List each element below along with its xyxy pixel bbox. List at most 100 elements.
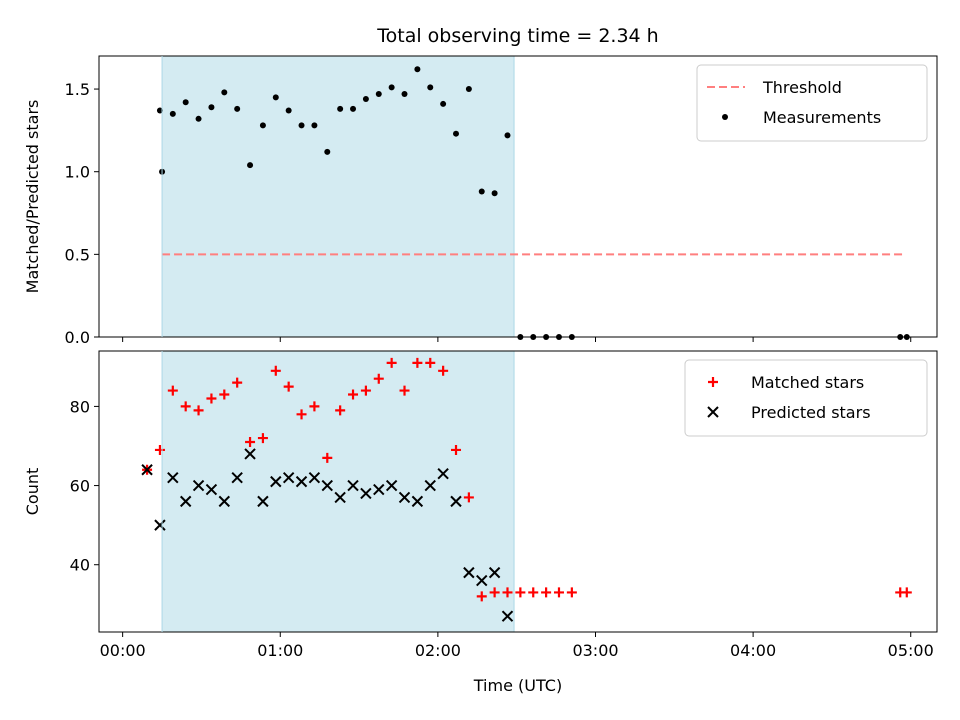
matched-star-point [154, 444, 165, 455]
predicted-star-point [501, 610, 514, 622]
bottom-axes-frame [98, 350, 938, 633]
matched-star-point [438, 365, 449, 376]
measurement-point [234, 105, 241, 112]
predicted-star-point [347, 479, 359, 492]
top-shaded-interval [162, 56, 515, 337]
y-tick-label: 60 [70, 477, 90, 496]
predicted-star-point [179, 495, 192, 508]
matched-star-point [901, 587, 912, 598]
predicted-star-point [437, 467, 449, 480]
measurement-point [247, 162, 254, 169]
predicted-star-point [308, 471, 321, 484]
matched-star-point [463, 492, 474, 503]
matched-star-point [296, 409, 307, 420]
matched-star-point [476, 591, 487, 602]
predicted-star-point [154, 519, 166, 531]
predicted-star-point [295, 475, 308, 488]
predicted-star-point [476, 574, 488, 587]
matched-star-point [180, 401, 191, 412]
measurement-point [337, 105, 344, 112]
measurement-point [156, 107, 163, 114]
top-legend: Threshold Measurements [696, 64, 928, 142]
measurement-point [311, 122, 318, 129]
top-panel: 0.0 0.5 1.0 1.5 Matched/Predicted stars Thr… [23, 55, 938, 347]
measurement-point [388, 84, 395, 91]
measurement-point [362, 95, 369, 102]
measurement-point [375, 91, 382, 98]
predicted-star-point [488, 566, 501, 579]
bottom-series-layer [141, 351, 912, 632]
matched-star-point [412, 357, 423, 368]
bottom-y-ticks: 40 60 80 [70, 397, 99, 575]
matched-star-point [399, 385, 410, 396]
matched-star-point [373, 373, 384, 384]
predicted-star-point [463, 566, 475, 579]
predicted-star-point [192, 479, 205, 492]
predicted-star-point [231, 471, 243, 484]
legend-label: Measurements [763, 108, 881, 127]
measurement-point [504, 132, 511, 139]
measurement-point [182, 99, 189, 106]
bottom-x-ticks: 00:00 01:00 02:00 03:00 04:00 05:00 [100, 632, 934, 660]
measurement-point [195, 115, 202, 122]
legend-label: Matched stars [751, 373, 864, 392]
measurement-point [401, 91, 408, 98]
predicted-star-point [270, 475, 282, 488]
legend-label: Threshold [762, 78, 842, 97]
measurement-point [221, 89, 228, 96]
matched-star-point [232, 377, 243, 388]
legend-label: Predicted stars [751, 403, 871, 422]
legend-predicted-swatch [707, 406, 719, 418]
predicted-star-point [167, 471, 179, 484]
y-tick-label: 0.0 [65, 328, 90, 347]
measurement-point [298, 122, 305, 129]
x-tick-label: 00:00 [100, 641, 146, 660]
measurement-point [169, 110, 176, 117]
legend-measurement-swatch [722, 114, 728, 120]
predicted-star-point [398, 491, 411, 504]
y-tick-label: 1.0 [65, 163, 90, 182]
matched-star-point [541, 587, 552, 598]
matched-star-point [386, 357, 397, 368]
top-x-ticks [122, 337, 912, 342]
matched-star-point [335, 405, 346, 416]
predicted-star-point [205, 483, 218, 496]
measurement-point [491, 190, 498, 197]
x-tick-label: 04:00 [730, 641, 776, 660]
matched-star-point [219, 389, 230, 400]
bottom-y-axis-label: Count [23, 468, 42, 516]
y-tick-label: 0.5 [65, 245, 90, 264]
predicted-star-point [334, 491, 346, 504]
measurement-point [285, 107, 292, 114]
x-tick-label: 05:00 [888, 641, 934, 660]
predicted-star-point [218, 495, 231, 508]
bottom-legend: Matched stars Predicted stars [684, 359, 928, 437]
matched-star-point [502, 587, 513, 598]
matched-star-point [566, 587, 577, 598]
matched-star-point [245, 437, 256, 448]
matched-star-point [167, 385, 178, 396]
measurement-point [259, 122, 266, 129]
bottom-legend-box [684, 359, 928, 437]
predicted-star-point [282, 471, 295, 484]
matched-star-point [348, 389, 359, 400]
predicted-star-point [257, 495, 269, 508]
predicted-star-point [321, 479, 333, 492]
matched-star-point [489, 587, 500, 598]
matched-star-point [360, 385, 371, 396]
x-tick-label: 03:00 [572, 641, 618, 660]
matched-star-point [270, 365, 281, 376]
predicted-star-point [373, 483, 385, 496]
measurement-point [427, 84, 434, 91]
predicted-star-point [424, 479, 436, 492]
measurement-point [440, 100, 447, 107]
matched-star-point [451, 444, 462, 455]
bottom-shaded-interval [162, 351, 515, 632]
matched-star-point [309, 401, 320, 412]
predicted-star-point [385, 479, 398, 492]
matched-star-point [206, 393, 217, 404]
matched-star-point [528, 587, 539, 598]
legend-matched-swatch [708, 377, 718, 387]
matched-star-point [193, 405, 204, 416]
